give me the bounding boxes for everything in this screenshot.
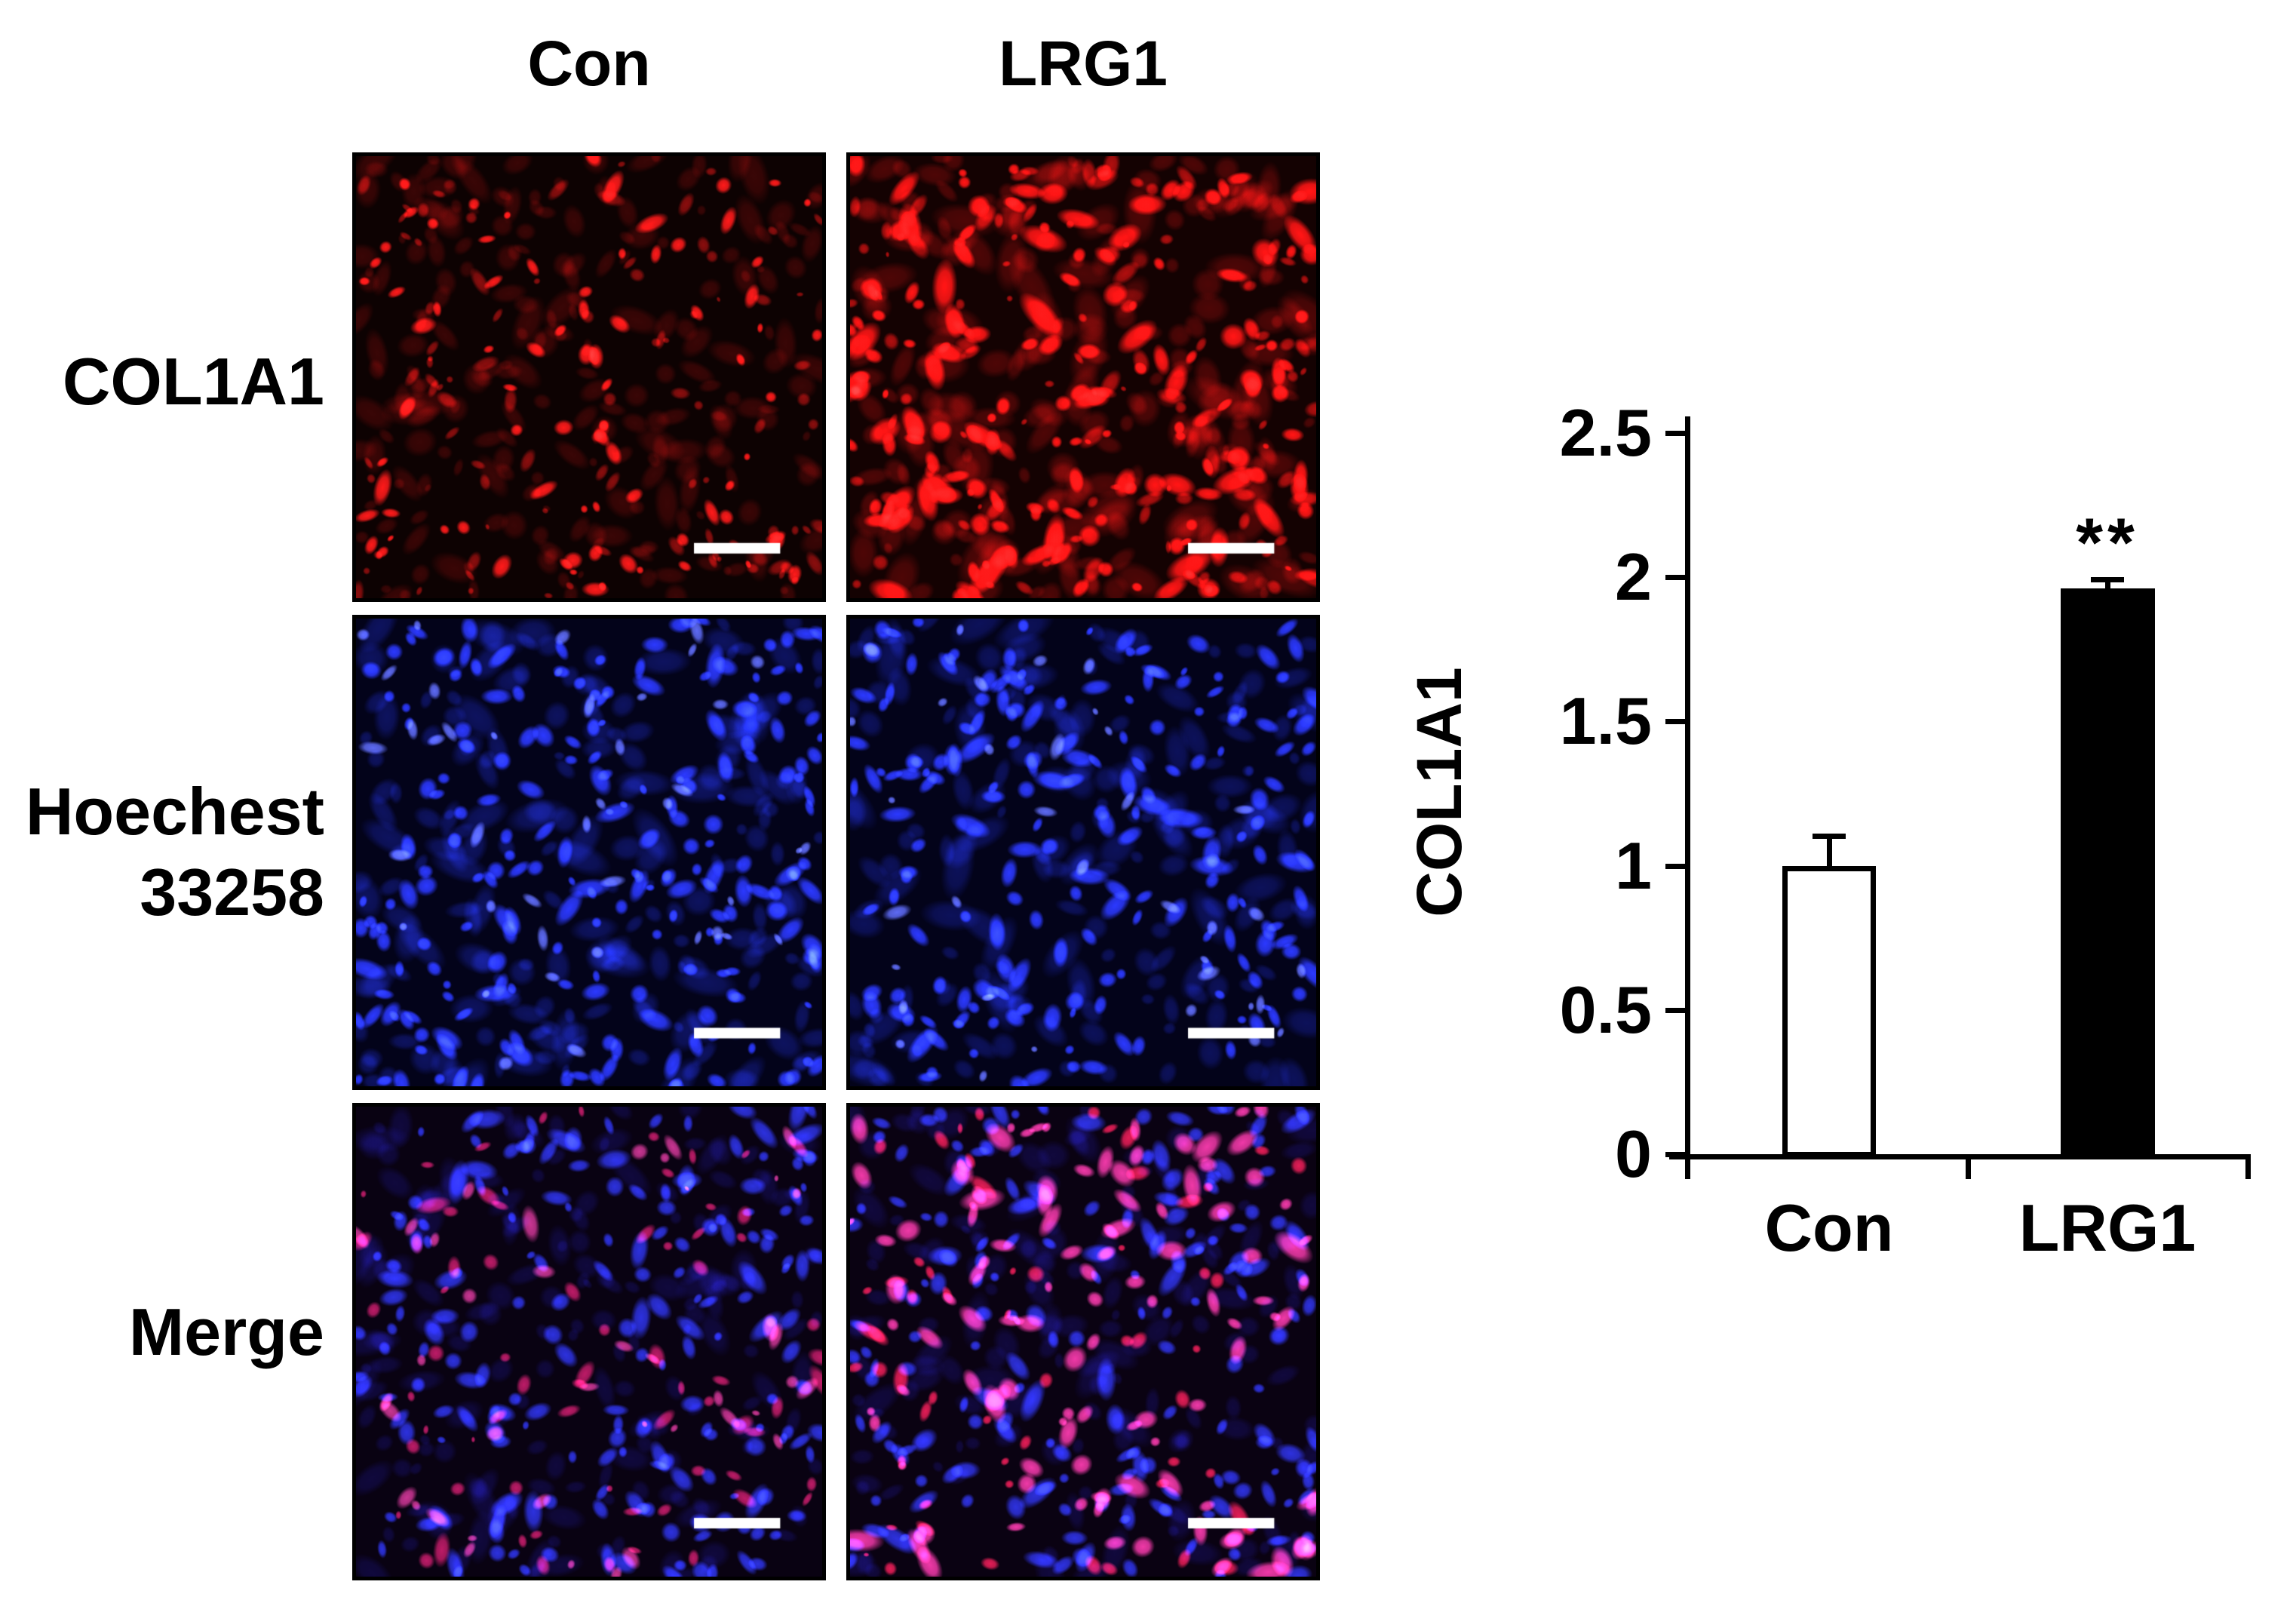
column-header-con: Con (527, 28, 651, 99)
micrograph-hoechst-con (356, 619, 822, 1086)
micrograph-hoechst-lrg1 (850, 619, 1316, 1086)
error-bar-whisker (1827, 837, 1832, 871)
chart-x-label-con: Con (1764, 1190, 1894, 1265)
x-tick-mark (2245, 1159, 2251, 1179)
micrograph-merge-lrg1 (850, 1107, 1316, 1577)
bar-lrg1 (2061, 588, 2155, 1157)
bar-con (1782, 865, 1876, 1157)
column-header-lrg1: LRG1 (998, 28, 1168, 99)
row-label-hoechst-line2: 33258 (140, 855, 324, 930)
y-tick-mark (1665, 1007, 1688, 1013)
chart-y-axis-line (1685, 416, 1690, 1159)
error-bar-whisker (2105, 580, 2110, 594)
x-tick-mark (1966, 1159, 1971, 1179)
micrograph-merge-con (356, 1107, 822, 1577)
y-tick-label: 0 (1615, 1116, 1652, 1191)
panel-col1a1-lrg1 (846, 152, 1320, 602)
y-tick-label: 1.5 (1559, 683, 1652, 759)
significance-asterisks: ** (2076, 505, 2139, 582)
y-tick-mark (1665, 719, 1688, 725)
error-bar-cap (2091, 577, 2124, 583)
error-bar-cap (1813, 834, 1846, 840)
micrograph-col1a1-lrg1 (850, 156, 1316, 598)
panel-col1a1-con (352, 152, 826, 602)
y-tick-label: 2.5 (1559, 395, 1652, 470)
y-tick-label: 2 (1615, 539, 1652, 615)
row-label-col1a1: COL1A1 (62, 344, 324, 419)
y-tick-mark (1665, 1152, 1688, 1157)
x-tick-mark (1685, 1159, 1690, 1179)
micrograph-col1a1-con (356, 156, 822, 598)
panel-hoechst-con (352, 615, 826, 1090)
row-label-hoechst: Hoechest 33258 (15, 771, 324, 933)
panel-merge-lrg1 (846, 1103, 1320, 1580)
y-tick-mark (1665, 431, 1688, 436)
y-tick-mark (1665, 575, 1688, 581)
chart-x-label-lrg1: LRG1 (2018, 1190, 2196, 1265)
chart-y-axis-title: COL1A1 (1404, 667, 1475, 917)
y-tick-label: 1 (1615, 828, 1652, 903)
y-tick-mark (1665, 863, 1688, 869)
panel-hoechst-lrg1 (846, 615, 1320, 1090)
row-label-merge: Merge (128, 1294, 324, 1369)
panel-merge-con (352, 1103, 826, 1580)
row-label-hoechst-line1: Hoechest (25, 774, 324, 849)
chart-x-axis-line (1669, 1154, 2251, 1159)
y-tick-label: 0.5 (1559, 972, 1652, 1047)
